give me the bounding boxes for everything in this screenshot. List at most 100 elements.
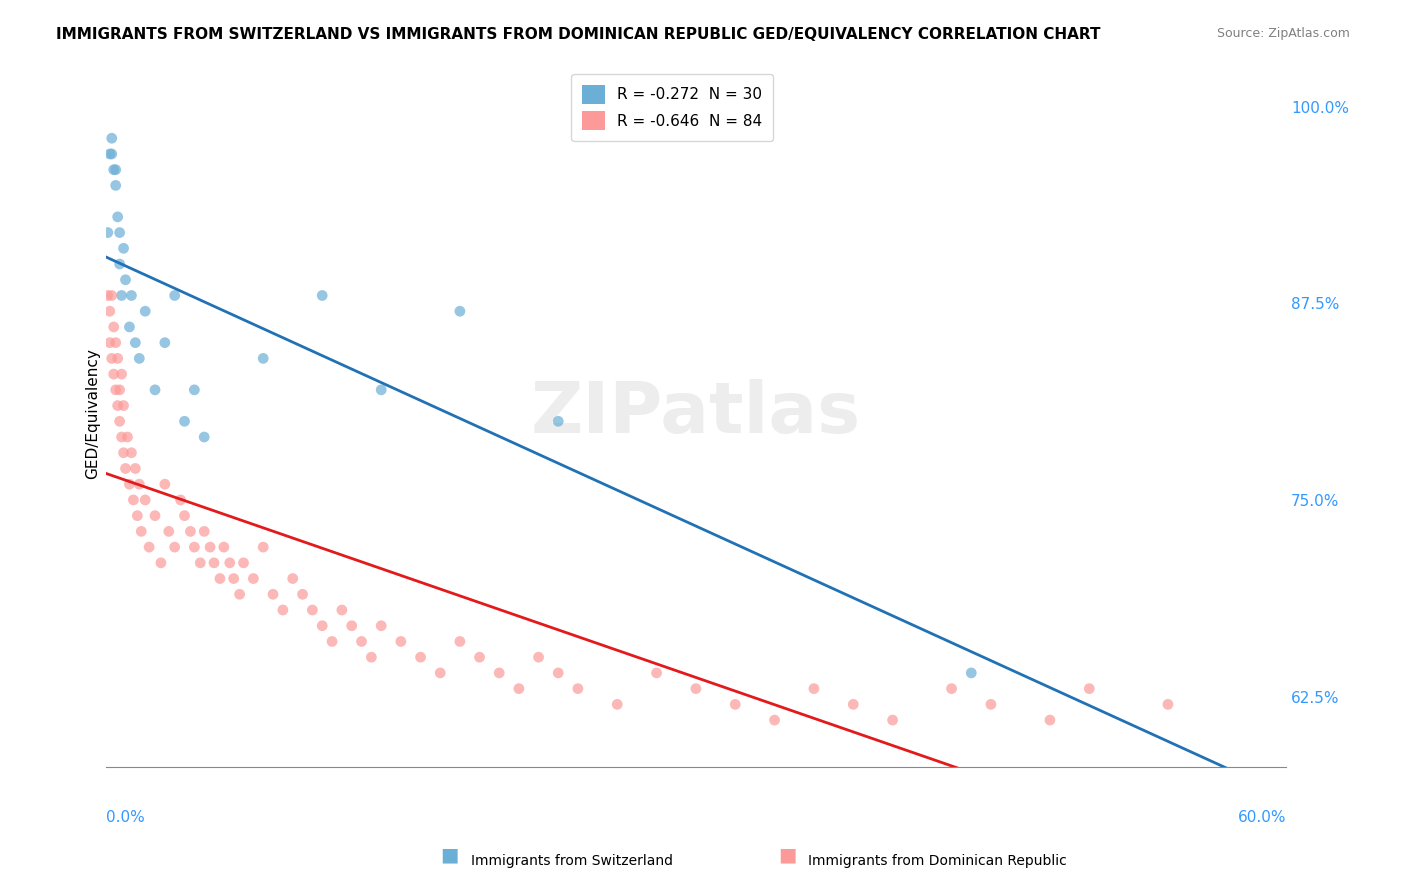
Point bbox=[104, 335, 127, 350]
Point bbox=[97, 226, 120, 240]
Point bbox=[124, 335, 146, 350]
Point bbox=[104, 162, 127, 177]
Point bbox=[218, 556, 240, 570]
Point bbox=[547, 665, 569, 680]
Point bbox=[103, 320, 125, 334]
Point bbox=[112, 241, 135, 255]
Point bbox=[232, 556, 254, 570]
Legend: R = -0.272  N = 30, R = -0.646  N = 84: R = -0.272 N = 30, R = -0.646 N = 84 bbox=[571, 74, 773, 141]
Y-axis label: GED/Equivalency: GED/Equivalency bbox=[86, 348, 100, 479]
Text: 60.0%: 60.0% bbox=[1237, 810, 1286, 825]
Point bbox=[188, 556, 211, 570]
Point bbox=[127, 508, 149, 523]
Point bbox=[104, 383, 127, 397]
Point bbox=[110, 430, 132, 444]
Point bbox=[212, 540, 235, 554]
Point bbox=[980, 698, 1002, 712]
Point bbox=[252, 540, 274, 554]
Point bbox=[157, 524, 180, 539]
Point bbox=[108, 226, 131, 240]
Point bbox=[208, 572, 231, 586]
Point bbox=[107, 210, 129, 224]
Point bbox=[100, 131, 122, 145]
Point bbox=[120, 446, 142, 460]
Point bbox=[449, 634, 471, 648]
Point bbox=[153, 335, 176, 350]
Point bbox=[100, 288, 122, 302]
Point bbox=[103, 367, 125, 381]
Point bbox=[169, 492, 191, 507]
Point bbox=[128, 351, 150, 366]
Point bbox=[882, 713, 904, 727]
Text: IMMIGRANTS FROM SWITZERLAND VS IMMIGRANTS FROM DOMINICAN REPUBLIC GED/EQUIVALENC: IMMIGRANTS FROM SWITZERLAND VS IMMIGRANT… bbox=[56, 27, 1101, 42]
Text: ■: ■ bbox=[440, 846, 460, 864]
Point bbox=[311, 288, 333, 302]
Point bbox=[271, 603, 294, 617]
Point bbox=[340, 618, 363, 632]
Point bbox=[117, 430, 139, 444]
Point bbox=[202, 556, 225, 570]
Point bbox=[1078, 681, 1101, 696]
Point bbox=[104, 178, 127, 193]
Point bbox=[183, 540, 205, 554]
Point bbox=[291, 587, 314, 601]
Point bbox=[134, 492, 156, 507]
Point bbox=[110, 288, 132, 302]
Point bbox=[527, 650, 550, 665]
Point bbox=[198, 540, 221, 554]
Text: Immigrants from Dominican Republic: Immigrants from Dominican Republic bbox=[808, 854, 1067, 868]
Point bbox=[370, 383, 392, 397]
Point bbox=[138, 540, 160, 554]
Point bbox=[567, 681, 589, 696]
Point bbox=[114, 461, 136, 475]
Point bbox=[143, 383, 166, 397]
Point bbox=[107, 399, 129, 413]
Point bbox=[547, 414, 569, 428]
Point bbox=[389, 634, 412, 648]
Point bbox=[645, 665, 668, 680]
Point bbox=[429, 665, 451, 680]
Point bbox=[960, 665, 983, 680]
Text: ■: ■ bbox=[778, 846, 797, 864]
Point bbox=[183, 383, 205, 397]
Point bbox=[163, 288, 186, 302]
Point bbox=[179, 524, 201, 539]
Point bbox=[941, 681, 963, 696]
Point bbox=[449, 304, 471, 318]
Point bbox=[173, 508, 195, 523]
Point bbox=[321, 634, 343, 648]
Point bbox=[110, 367, 132, 381]
Point bbox=[311, 618, 333, 632]
Point bbox=[134, 304, 156, 318]
Text: Immigrants from Switzerland: Immigrants from Switzerland bbox=[471, 854, 673, 868]
Point bbox=[1039, 713, 1062, 727]
Point bbox=[173, 414, 195, 428]
Point bbox=[118, 477, 141, 491]
Point bbox=[360, 650, 382, 665]
Point bbox=[193, 524, 215, 539]
Point bbox=[350, 634, 373, 648]
Point bbox=[112, 399, 135, 413]
Point bbox=[409, 650, 432, 665]
Point bbox=[252, 351, 274, 366]
Point bbox=[193, 430, 215, 444]
Point bbox=[122, 492, 145, 507]
Point bbox=[118, 320, 141, 334]
Point bbox=[124, 461, 146, 475]
Point bbox=[120, 288, 142, 302]
Point bbox=[97, 288, 120, 302]
Point bbox=[100, 351, 122, 366]
Point bbox=[222, 572, 245, 586]
Text: 0.0%: 0.0% bbox=[105, 810, 145, 825]
Point bbox=[108, 414, 131, 428]
Point bbox=[100, 147, 122, 161]
Point bbox=[107, 351, 129, 366]
Text: ZIPatlas: ZIPatlas bbox=[531, 379, 860, 448]
Point bbox=[606, 698, 628, 712]
Point bbox=[103, 162, 125, 177]
Point bbox=[153, 477, 176, 491]
Point bbox=[842, 698, 865, 712]
Point bbox=[281, 572, 304, 586]
Point bbox=[129, 524, 152, 539]
Point bbox=[803, 681, 825, 696]
